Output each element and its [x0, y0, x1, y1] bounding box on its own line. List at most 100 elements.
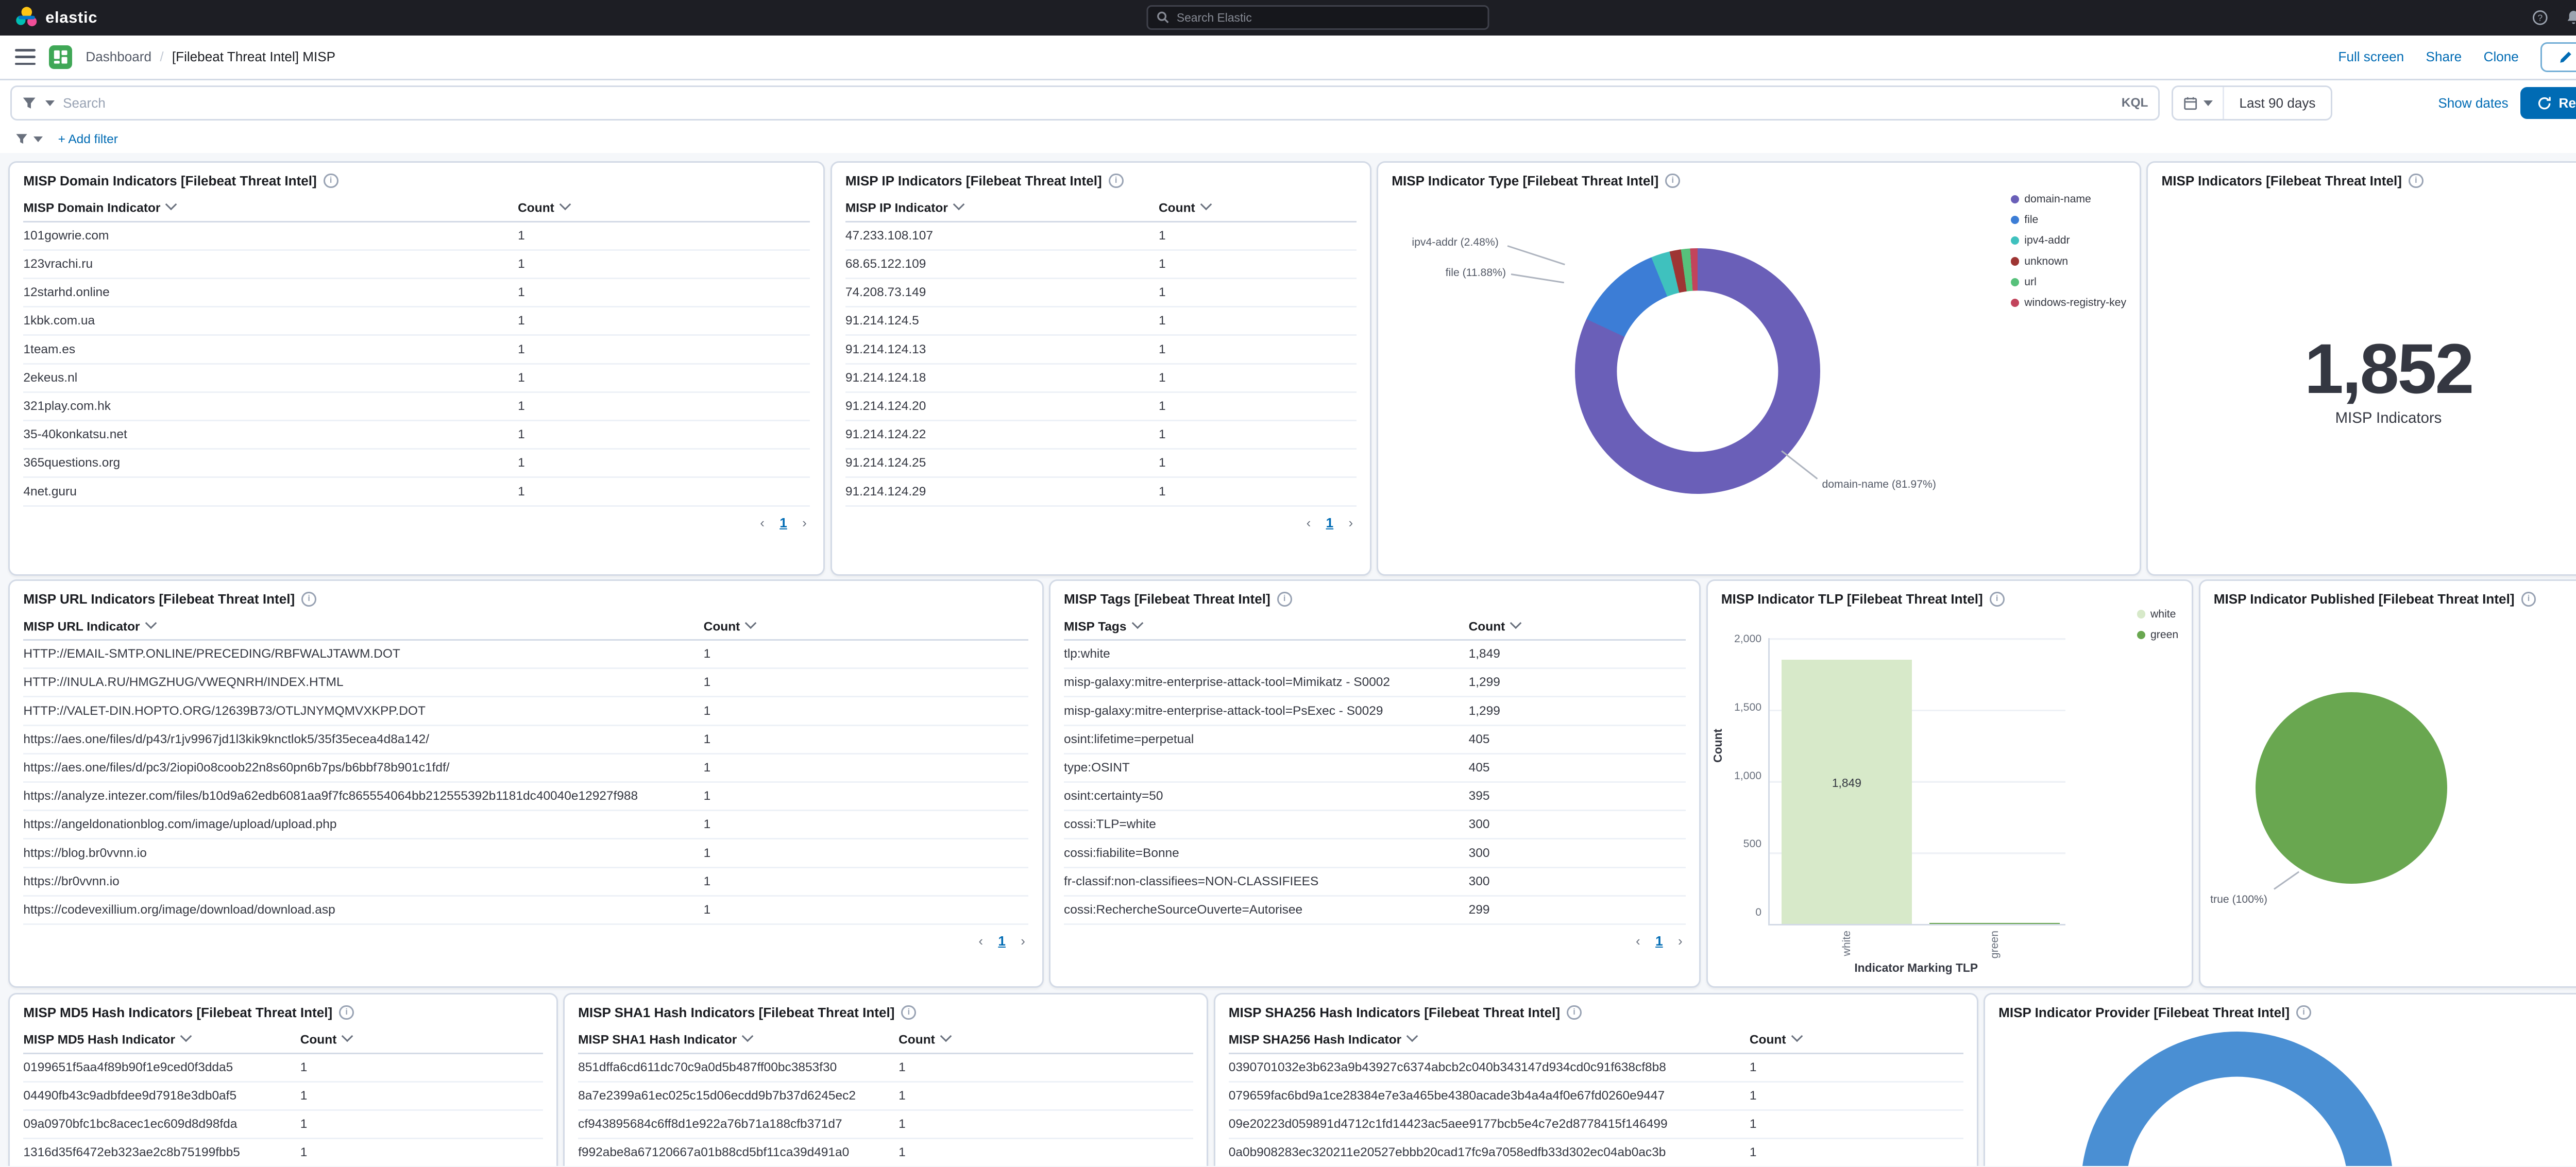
- full-screen-button[interactable]: Full screen: [2338, 49, 2404, 65]
- saved-query-filter-icon[interactable]: [22, 96, 37, 111]
- page-number[interactable]: 1: [1326, 515, 1334, 530]
- previous-page-icon[interactable]: ‹: [978, 933, 984, 949]
- info-icon[interactable]: i: [901, 1005, 917, 1020]
- previous-page-icon[interactable]: ‹: [1306, 515, 1311, 530]
- info-icon[interactable]: i: [1108, 173, 1124, 188]
- info-icon[interactable]: i: [1567, 1005, 1582, 1020]
- info-icon[interactable]: i: [339, 1005, 354, 1020]
- table-row[interactable]: 0390701032e3b623a9b43927c6374abcb2c040b3…: [1228, 1053, 1963, 1083]
- table-row[interactable]: 1kbk.com.ua 1: [23, 306, 810, 336]
- chevron-down-icon[interactable]: [33, 136, 43, 143]
- elastic-brand[interactable]: elastic: [15, 6, 97, 29]
- table-row[interactable]: 1316d35f6472eb323ae2c8b75199fbb5 1: [23, 1138, 543, 1166]
- global-search-input[interactable]: [1176, 10, 1480, 25]
- column-header-count[interactable]: Count: [1468, 613, 1686, 641]
- table-row[interactable]: cf943895684c6ff8d1e922a76b71a188cfb371d7…: [578, 1110, 1194, 1140]
- table-row[interactable]: HTTP://VALET-DIN.HOPTO.ORG/12639B73/OTLJ…: [23, 696, 1029, 726]
- table-row[interactable]: 1team.es 1: [23, 335, 810, 365]
- table-row[interactable]: 91.214.124.22 1: [845, 420, 1357, 450]
- table-row[interactable]: https://blog.br0vvnn.io 1: [23, 838, 1029, 868]
- table-row[interactable]: https://codevexillium.org/image/download…: [23, 896, 1029, 925]
- table-row[interactable]: 91.214.124.13 1: [845, 335, 1357, 365]
- table-row[interactable]: 851dffa6cd611dc70c9a0d5b487ff00bc3853f30…: [578, 1053, 1194, 1083]
- table-row[interactable]: misp-galaxy:mitre-enterprise-attack-tool…: [1064, 668, 1686, 698]
- pie-chart[interactable]: [2256, 692, 2448, 884]
- column-header-count[interactable]: Count: [518, 195, 810, 222]
- info-icon[interactable]: i: [1989, 591, 2005, 607]
- column-header-indicator[interactable]: MISP URL Indicator: [23, 613, 704, 641]
- donut-chart[interactable]: [2080, 1031, 2394, 1166]
- table-row[interactable]: 4net.guru 1: [23, 477, 810, 507]
- info-icon[interactable]: i: [2521, 591, 2536, 607]
- next-page-icon[interactable]: ›: [1677, 933, 1683, 949]
- table-row[interactable]: fr-classif:non-classifiees=NON-CLASSIFIE…: [1064, 867, 1686, 897]
- table-row[interactable]: cossi:RechercheSourceOuverte=Autorisee 29…: [1064, 896, 1686, 925]
- table-row[interactable]: https://br0vvnn.io 1: [23, 867, 1029, 897]
- table-row[interactable]: misp-galaxy:mitre-enterprise-attack-tool…: [1064, 696, 1686, 726]
- table-row[interactable]: 2ekeus.nl 1: [23, 364, 810, 393]
- table-row[interactable]: https://angeldonationblog.com/image/uplo…: [23, 810, 1029, 840]
- menu-icon[interactable]: [15, 49, 36, 65]
- legend-item[interactable]: domain-name: [2011, 193, 2126, 205]
- table-row[interactable]: HTTP://INULA.RU/HMGZHUG/VWEQNRH/INDEX.HT…: [23, 668, 1029, 698]
- table-row[interactable]: 101gowrie.com 1: [23, 221, 810, 251]
- table-row[interactable]: type:OSINT 405: [1064, 753, 1686, 783]
- clone-button[interactable]: Clone: [2483, 49, 2519, 65]
- table-row[interactable]: 123vrachi.ru 1: [23, 250, 810, 280]
- column-header-indicator[interactable]: MISP IP Indicator: [845, 195, 1159, 222]
- table-row[interactable]: 91.214.124.29 1: [845, 477, 1357, 507]
- info-icon[interactable]: i: [1665, 173, 1681, 188]
- info-icon[interactable]: i: [2408, 173, 2424, 188]
- table-row[interactable]: osint:lifetime=perpetual 405: [1064, 725, 1686, 754]
- legend-item[interactable]: url: [2011, 276, 2126, 288]
- bar-white[interactable]: 1,849: [1782, 660, 1912, 924]
- previous-page-icon[interactable]: ‹: [760, 515, 765, 530]
- info-icon[interactable]: i: [1277, 591, 1292, 607]
- edit-button[interactable]: Edit: [2540, 42, 2576, 73]
- column-header-indicator[interactable]: MISP SHA1 Hash Indicator: [578, 1027, 899, 1054]
- legend-item[interactable]: unknown: [2011, 255, 2126, 268]
- table-row[interactable]: osint:certainty=50 395: [1064, 782, 1686, 812]
- table-row[interactable]: 12starhd.online 1: [23, 278, 810, 308]
- table-row[interactable]: 8a7e2399a61ec025c15d06ecdd9b7b37d6245ec2…: [578, 1082, 1194, 1111]
- column-header-indicator[interactable]: MISP Domain Indicator: [23, 195, 518, 222]
- table-row[interactable]: 079659fac6bd9a1ce28384e7e3a465be4380acad…: [1228, 1082, 1963, 1111]
- legend-item[interactable]: file: [2011, 214, 2126, 226]
- table-row[interactable]: 74.208.73.149 1: [845, 278, 1357, 308]
- page-number[interactable]: 1: [1655, 933, 1663, 949]
- help-icon[interactable]: ?: [2532, 9, 2549, 26]
- table-row[interactable]: 04490fb43c9adbfdee9d7918e3db0af5 1: [23, 1082, 543, 1111]
- previous-page-icon[interactable]: ‹: [1636, 933, 1640, 949]
- table-row[interactable]: HTTP://EMAIL-SMTP.ONLINE/PRECEDING/RBFWA…: [23, 640, 1029, 670]
- table-row[interactable]: https://analyze.intezer.com/files/b10d9a…: [23, 782, 1029, 812]
- breadcrumb-dashboard[interactable]: Dashboard: [86, 49, 152, 65]
- legend-item[interactable]: ipv4-addr: [2011, 234, 2126, 247]
- table-row[interactable]: 321play.com.hk 1: [23, 392, 810, 422]
- table-row[interactable]: tlp:white 1,849: [1064, 640, 1686, 670]
- table-row[interactable]: 09e20223d059891d4712c1fd14423ac5aee9177b…: [1228, 1110, 1963, 1140]
- table-row[interactable]: f992abe8a67120667a01b88cd5bf11ca39d491a0…: [578, 1138, 1194, 1166]
- table-row[interactable]: 91.214.124.18 1: [845, 364, 1357, 393]
- column-header-indicator[interactable]: MISP MD5 Hash Indicator: [23, 1027, 300, 1054]
- legend-item[interactable]: green: [2137, 629, 2178, 641]
- column-header-count[interactable]: Count: [1749, 1027, 1963, 1054]
- table-row[interactable]: cossi:fiabilite=Bonne 300: [1064, 838, 1686, 868]
- dashboard-app-icon[interactable]: [48, 45, 73, 69]
- filter-menu-icon[interactable]: [15, 132, 28, 146]
- global-search-box[interactable]: [1146, 5, 1489, 30]
- column-header-indicator[interactable]: MISP SHA256 Hash Indicator: [1228, 1027, 1750, 1054]
- page-number[interactable]: 1: [779, 515, 787, 530]
- column-header-count[interactable]: Count: [300, 1027, 543, 1054]
- table-row[interactable]: 35-40konkatsu.net 1: [23, 420, 810, 450]
- chevron-down-icon[interactable]: [45, 100, 55, 107]
- time-range-value[interactable]: Last 90 days: [2239, 95, 2316, 111]
- next-page-icon[interactable]: ›: [1348, 515, 1353, 530]
- share-button[interactable]: Share: [2426, 49, 2462, 65]
- table-row[interactable]: cossi:TLP=white 300: [1064, 810, 1686, 840]
- table-row[interactable]: 68.65.122.109 1: [845, 250, 1357, 280]
- bar-green[interactable]: [1929, 923, 2060, 924]
- table-row[interactable]: 47.233.108.107 1: [845, 221, 1357, 251]
- notifications-bell-icon[interactable]: [2565, 9, 2576, 26]
- table-row[interactable]: 91.214.124.5 1: [845, 306, 1357, 336]
- table-row[interactable]: 91.214.124.20 1: [845, 392, 1357, 422]
